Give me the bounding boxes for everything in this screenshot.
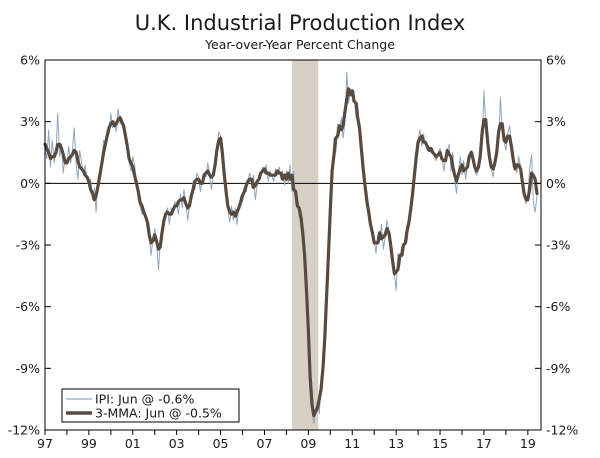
x-tick-label-0: 97 xyxy=(37,436,53,451)
y-tick-label-right-4: -6% xyxy=(546,299,570,314)
series-lines xyxy=(43,71,539,425)
legend-label-3mma: 3-MMA: Jun @ -0.5% xyxy=(95,406,222,421)
y-tick-label-right-0: 6% xyxy=(546,53,566,68)
x-tick-label-5: 07 xyxy=(257,436,273,451)
series-line-3mma xyxy=(43,87,539,418)
x-tick-label-10: 17 xyxy=(476,436,492,451)
y-tick-label-left-6: -12% xyxy=(8,423,40,438)
x-tick-label-8: 13 xyxy=(388,436,404,451)
y-tick-label-left-2: 0% xyxy=(20,176,40,191)
y-tick-label-left-1: 3% xyxy=(20,114,40,129)
legend-box xyxy=(61,388,240,423)
y-tick-label-left-5: -9% xyxy=(16,361,40,376)
x-tick-label-2: 01 xyxy=(125,436,141,451)
y-tick-label-left-4: -6% xyxy=(16,299,40,314)
x-tick-label-1: 99 xyxy=(81,436,97,451)
y-tick-label-right-5: -9% xyxy=(546,361,570,376)
y-tick-label-right-1: 3% xyxy=(546,114,566,129)
series-line-ipi xyxy=(44,71,538,425)
y-axis: 6% 6% 3% 3% 0% 0% -3% -3% -6% -6% -9% -9% -12% -12% xyxy=(8,53,579,438)
x-tick-label-3: 03 xyxy=(169,436,185,451)
chart-title: U.K. Industrial Production Index xyxy=(135,11,466,35)
y-tick-label-left-3: -3% xyxy=(16,238,40,253)
chart-subtitle: Year-over-Year Percent Change xyxy=(204,37,395,52)
x-tick-label-9: 15 xyxy=(432,436,448,451)
legend-label-ipi: IPI: Jun @ -0.6% xyxy=(95,392,194,407)
y-tick-label-right-3: -3% xyxy=(546,238,570,253)
y-tick-label-right-2: 0% xyxy=(546,176,566,191)
x-axis: 97 99 01 03 05 07 09 11 13 15 17 19 xyxy=(37,430,536,451)
legend: IPI: Jun @ -0.6% 3-MMA: Jun @ -0.5% xyxy=(61,388,240,423)
y-tick-label-left-0: 6% xyxy=(20,53,40,68)
x-tick-label-6: 09 xyxy=(300,436,316,451)
x-tick-label-4: 05 xyxy=(213,436,229,451)
x-tick-label-7: 11 xyxy=(344,436,360,451)
x-tick-label-11: 19 xyxy=(520,436,536,451)
y-tick-label-right-6: -12% xyxy=(546,423,578,438)
